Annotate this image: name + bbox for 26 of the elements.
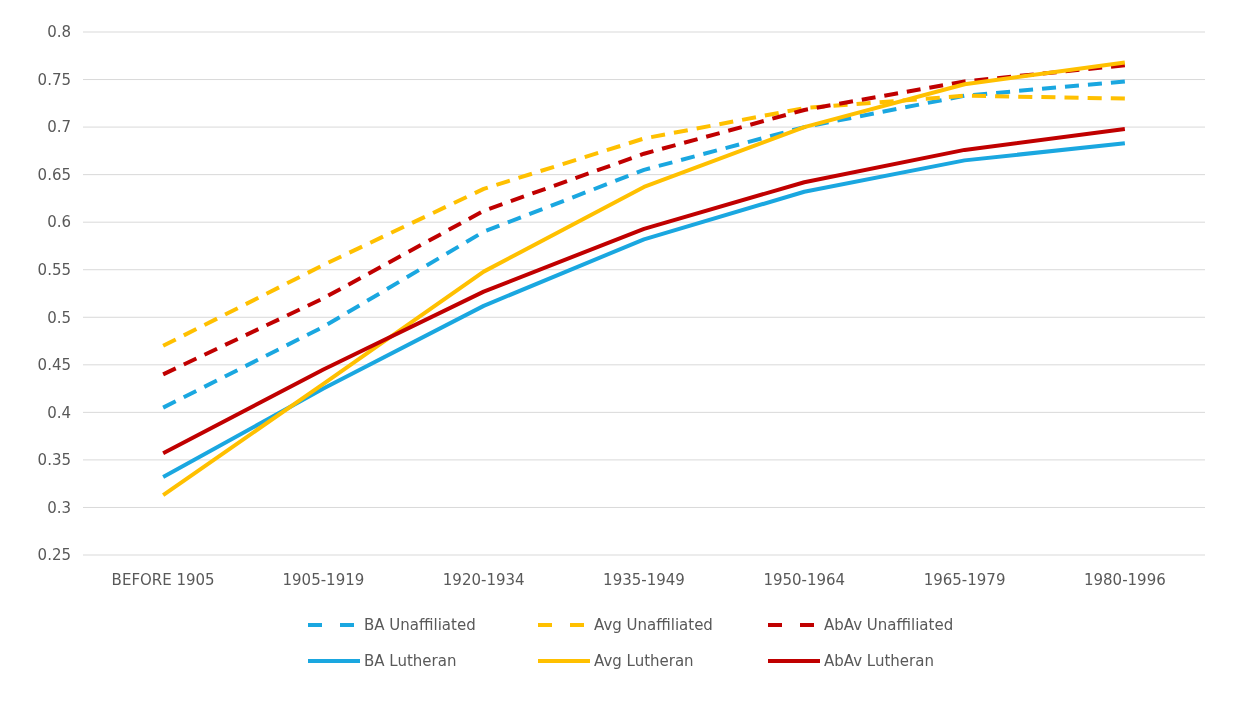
x-tick-label: 1935-1949 — [603, 571, 685, 589]
legend-label: AbAv Unaffiliated — [824, 616, 954, 635]
y-tick-label: 0.25 — [37, 546, 71, 565]
y-tick-label: 0.35 — [37, 451, 71, 470]
y-tick-label: 0.6 — [47, 213, 71, 232]
y-tick-label: 0.65 — [37, 165, 71, 184]
x-tick-label: 1950-1964 — [763, 571, 846, 589]
legend-label: BA Unaffiliated — [364, 616, 476, 635]
legend-label: Avg Lutheran — [594, 652, 694, 671]
legend-label: AbAv Lutheran — [824, 652, 934, 671]
x-tick-label: 1965-1979 — [923, 571, 1006, 589]
legend-label: Avg Unaffiliated — [594, 616, 713, 635]
y-tick-label: 0.45 — [37, 356, 71, 375]
x-tick-label: BEFORE 1905 — [111, 571, 215, 589]
y-tick-label: 0.8 — [47, 23, 71, 42]
x-tick-label: 1980-1996 — [1083, 571, 1166, 589]
line-series — [161, 60, 1127, 498]
y-tick-label: 0.7 — [47, 118, 71, 137]
y-tick-label: 0.4 — [47, 403, 71, 422]
y-tick-label: 0.3 — [47, 498, 71, 517]
y-tick-label: 0.75 — [37, 70, 71, 89]
y-tick-label: 0.55 — [37, 260, 71, 279]
x-tick-label: 1920-1934 — [442, 571, 525, 589]
legend-label: BA Lutheran — [364, 652, 457, 671]
x-tick-label: 1905-1919 — [282, 571, 365, 589]
y-tick-label: 0.5 — [47, 308, 71, 327]
